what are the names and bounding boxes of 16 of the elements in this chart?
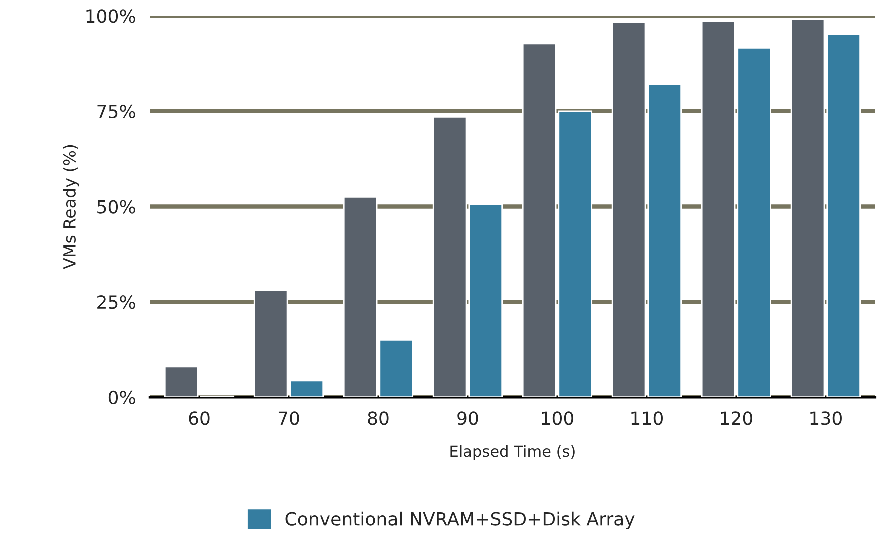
- x-axis-title: Elapsed Time (s): [450, 445, 575, 460]
- x-tick-label: 90: [458, 412, 478, 426]
- x-tick-label: 110: [632, 412, 663, 426]
- y-tick-label: 50%: [98, 200, 136, 214]
- y-axis-title: VMs Ready (%): [63, 145, 80, 270]
- x-tick-label: 130: [810, 412, 842, 426]
- x-tick-label: 100: [542, 412, 574, 426]
- x-tick-label: 80: [368, 412, 389, 426]
- y-tick-label: 75%: [98, 104, 136, 119]
- legend-label: Conventional NVRAM+SSD+Disk Array: [286, 512, 635, 530]
- x-tick-label: 60: [189, 412, 210, 426]
- x-tick-label: 70: [278, 412, 300, 426]
- y-tick-label: 100%: [86, 10, 136, 24]
- x-tick-label: 120: [721, 412, 752, 426]
- y-tick-label: 0%: [108, 390, 136, 404]
- y-tick-label: 25%: [98, 296, 136, 310]
